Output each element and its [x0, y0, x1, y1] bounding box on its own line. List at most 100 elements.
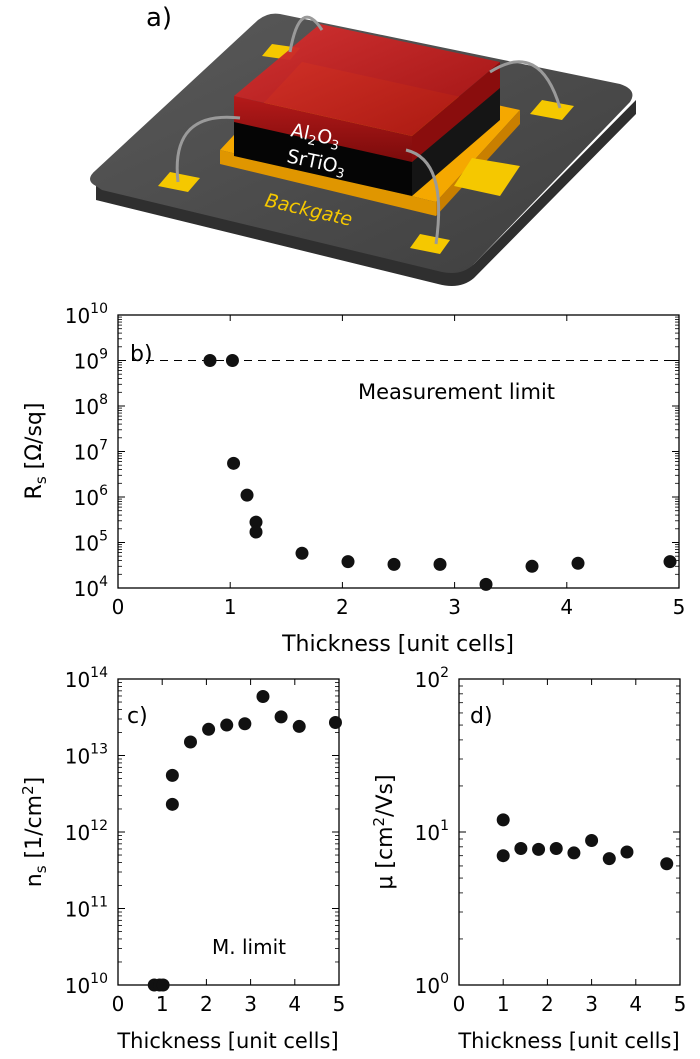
- data-point: [433, 557, 447, 571]
- data-point: [341, 555, 355, 569]
- x-tick-label: 5: [333, 992, 346, 1016]
- data-point: [328, 716, 342, 730]
- contact-pad: [530, 100, 574, 120]
- data-point: [295, 546, 309, 560]
- y-axis-title: ns [1/cm2]: [19, 777, 50, 887]
- y-tick-label: 104: [74, 574, 108, 601]
- data-point: [292, 719, 306, 733]
- data-point: [620, 845, 634, 859]
- x-tick-label: 3: [448, 595, 461, 619]
- contact-pad: [158, 172, 200, 192]
- y-tick-label: 100: [415, 971, 449, 998]
- data-point: [165, 768, 179, 782]
- contact-pad: [410, 234, 450, 254]
- data-point: [256, 690, 270, 704]
- data-points: [203, 354, 677, 591]
- data-point: [571, 556, 585, 570]
- x-tick-label: 1: [156, 992, 169, 1016]
- data-point: [602, 852, 616, 866]
- data-point: [496, 813, 510, 827]
- srtio3-front: [234, 120, 412, 196]
- x-tick-label: 2: [200, 992, 213, 1016]
- x-tick-label: 2: [336, 595, 349, 619]
- data-point: [525, 559, 539, 573]
- x-tick-label: 4: [629, 992, 642, 1016]
- al2o3-right: [412, 62, 500, 162]
- y-axis-ticks: 1010 1011 1012 1013 1014: [65, 665, 339, 998]
- x-tick-label: 3: [244, 992, 257, 1016]
- bond-wire: [489, 60, 562, 109]
- panel-d-label: d): [470, 704, 493, 729]
- y-axis-title: Rs [Ω/sq]: [22, 403, 50, 500]
- data-point: [238, 717, 252, 731]
- y-tick-label: 108: [74, 392, 108, 419]
- x-tick-label: 0: [112, 992, 125, 1016]
- measurement-limit-label: Measurement limit: [358, 380, 555, 404]
- data-point: [663, 555, 677, 569]
- data-point: [249, 515, 263, 529]
- data-point: [549, 842, 563, 856]
- bond-wire: [405, 148, 441, 245]
- x-tick-label: 5: [674, 992, 687, 1016]
- data-point: [225, 354, 239, 367]
- x-tick-label: 2: [541, 992, 554, 1016]
- data-point: [660, 857, 674, 871]
- data-point: [479, 577, 493, 591]
- y-tick-label: 105: [74, 529, 108, 556]
- backgate-side: [220, 150, 436, 216]
- al2o3-front: [234, 96, 412, 162]
- y-tick-label: 106: [74, 483, 108, 510]
- data-point: [165, 797, 179, 811]
- data-point: [496, 849, 510, 863]
- y-tick-label: 1013: [65, 742, 108, 769]
- x-tick-label: 3: [585, 992, 598, 1016]
- srtio3-right: [412, 86, 500, 196]
- al2o3-label: Al2O3: [288, 119, 342, 154]
- data-point: [585, 833, 599, 847]
- data-point: [202, 722, 216, 736]
- data-point: [203, 354, 217, 367]
- x-tick-label: 1: [497, 992, 510, 1016]
- y-tick-label: 101: [415, 818, 449, 845]
- y-tick-label: 1010: [65, 971, 108, 998]
- y-axis-ticks: 100 101 102: [415, 665, 680, 998]
- x-axis-title: Thickness [unit cells]: [281, 632, 514, 657]
- data-point: [274, 710, 288, 724]
- x-tick-label: 4: [560, 595, 573, 619]
- x-axis-ticks: 0 1 2 3 4 5: [453, 679, 687, 1016]
- bond-wire: [288, 15, 324, 53]
- data-point: [240, 488, 254, 502]
- data-point: [220, 718, 234, 732]
- x-axis-ticks: 0 1 2 3 4 5: [112, 679, 346, 1016]
- data-point: [156, 978, 170, 992]
- plot-frame: [117, 314, 680, 589]
- data-point: [567, 846, 581, 860]
- al2o3-top: [234, 24, 500, 136]
- y-tick-label: 107: [74, 438, 108, 465]
- bond-wire: [175, 115, 241, 183]
- data-point: [227, 456, 241, 470]
- data-point: [514, 842, 528, 856]
- x-tick-label: 0: [453, 992, 466, 1016]
- device-schematic: a) Backgate Al2O3 SrTiO3: [90, 3, 636, 286]
- x-axis-title: Thickness [unit cells]: [116, 1029, 338, 1053]
- x-axis-ticks: 0 1 2 3 4 5: [112, 315, 685, 619]
- data-points: [496, 813, 674, 871]
- x-tick-label: 0: [112, 595, 125, 619]
- y-tick-label: 1010: [65, 301, 108, 328]
- y-tick-label: 109: [74, 347, 108, 374]
- sheet-resistance-chart: b) 0 1 2 3 4 5 104 105 106 107 108 109 1010 Measure…: [22, 301, 685, 657]
- panel-b-label: b): [130, 342, 153, 367]
- y-tick-label: 102: [415, 665, 449, 692]
- substrate-side: [96, 100, 636, 286]
- panel-c-label: c): [127, 704, 148, 729]
- x-axis-title: Thickness [unit cells]: [457, 1029, 679, 1053]
- x-tick-label: 1: [224, 595, 237, 619]
- data-point: [532, 842, 546, 856]
- y-tick-label: 1011: [65, 895, 108, 922]
- data-point: [387, 557, 401, 571]
- data-points: [147, 690, 342, 992]
- y-tick-label: 1012: [65, 818, 108, 845]
